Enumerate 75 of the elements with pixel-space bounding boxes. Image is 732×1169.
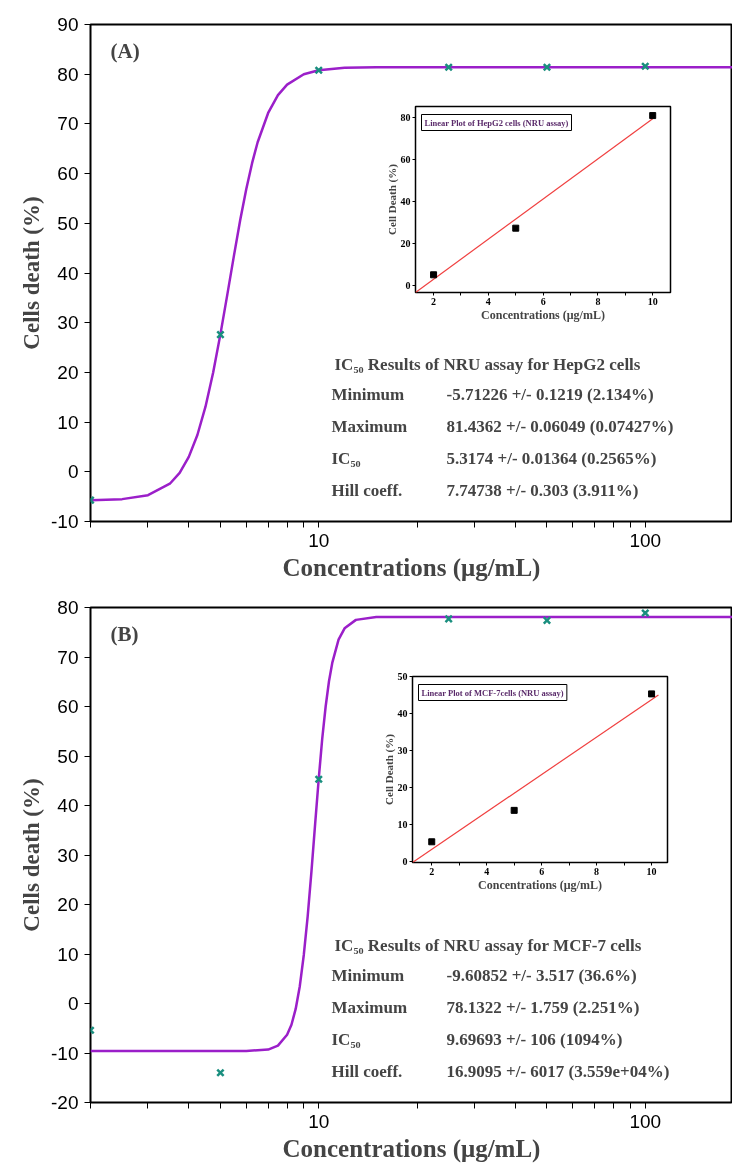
y-tick-label: -10 bbox=[51, 1042, 79, 1064]
annotation: IC₅₀ bbox=[331, 449, 361, 468]
annotation: 16.9095 +/- 6017 (3.559e+04%) bbox=[446, 1062, 670, 1081]
y-axis-title: Cell Death (%) bbox=[382, 733, 396, 805]
y-tick-label: 90 bbox=[57, 14, 79, 35]
annotation: Minimum bbox=[331, 966, 405, 985]
x-tick-label: 8 bbox=[595, 295, 601, 307]
x-axis-title: Concentrations (μg/mL) bbox=[478, 877, 602, 892]
x-tick-label: 100 bbox=[629, 1110, 662, 1132]
y-tick-label: 20 bbox=[57, 894, 79, 915]
y-tick-label: 30 bbox=[57, 312, 79, 334]
text: Linear Plot of HepG2 cells (NRU assay) bbox=[424, 117, 569, 128]
x-tick-label: 10 bbox=[646, 865, 657, 877]
annotation: (A) bbox=[110, 38, 140, 63]
y-tick-label: 70 bbox=[57, 646, 79, 668]
y-tick-label: -20 bbox=[51, 1092, 79, 1113]
annotation: IC₅₀ Results of NRU assay for HepG2 cells bbox=[334, 355, 641, 374]
x-tick-label: 6 bbox=[540, 295, 546, 307]
y-tick-label: 40 bbox=[57, 795, 79, 816]
text: Linear Plot of MCF-7cells (NRU assay) bbox=[421, 687, 564, 698]
y-tick-label: 60 bbox=[400, 153, 411, 165]
x-tick-label: 2 bbox=[431, 295, 437, 307]
annotation: -9.60852 +/- 3.517 (36.6%) bbox=[446, 966, 637, 985]
annotation: Maximum bbox=[331, 998, 408, 1017]
y-tick-label: 60 bbox=[57, 696, 79, 717]
x-tick-label: 4 bbox=[485, 295, 491, 307]
y-tick-label: 60 bbox=[57, 163, 79, 185]
y-tick-label: 40 bbox=[397, 707, 408, 719]
y-tick-label: 80 bbox=[400, 111, 411, 123]
annotation: IC₅₀ bbox=[331, 1030, 361, 1049]
y-tick-label: 10 bbox=[397, 818, 408, 830]
y-tick-label: 0 bbox=[67, 461, 79, 483]
y-tick-label: 30 bbox=[397, 744, 408, 756]
y-tick-label: 40 bbox=[57, 262, 79, 284]
y-tick-label: 70 bbox=[57, 113, 79, 135]
x-tick-label: 4 bbox=[484, 865, 490, 877]
x-tick-label: 8 bbox=[594, 865, 600, 877]
annotation: 9.69693 +/- 106 (1094%) bbox=[446, 1030, 623, 1049]
y-axis-title: Cells death (%) bbox=[19, 196, 45, 350]
y-tick-label: 0 bbox=[402, 855, 408, 867]
x-axis-title: Concentrations (μg/mL) bbox=[282, 553, 541, 582]
y-tick-label: -10 bbox=[51, 511, 79, 532]
y-tick-label: 10 bbox=[57, 411, 79, 433]
annotation: Hill coeff. bbox=[331, 481, 403, 500]
y-tick-label: 0 bbox=[405, 280, 411, 292]
y-axis-title: Cells death (%) bbox=[19, 778, 45, 932]
x-tick-label: 10 bbox=[647, 295, 658, 307]
y-tick-label: 40 bbox=[400, 195, 411, 207]
x-tick-label: 100 bbox=[629, 529, 662, 551]
annotation: Hill coeff. bbox=[331, 1062, 403, 1081]
y-tick-label: 50 bbox=[57, 212, 79, 234]
x-axis-title: Concentrations (μg/mL) bbox=[282, 1134, 541, 1163]
annotation: Maximum bbox=[331, 417, 408, 436]
annotation: 78.1322 +/- 1.759 (2.251%) bbox=[446, 998, 640, 1017]
annotation: Minimum bbox=[331, 385, 405, 404]
annotation: 5.3174 +/- 0.01364 (0.2565%) bbox=[446, 449, 657, 468]
annotation: 7.74738 +/- 0.303 (3.911%) bbox=[446, 481, 639, 500]
y-tick-label: 50 bbox=[57, 745, 79, 767]
y-tick-label: 50 bbox=[397, 671, 408, 682]
y-axis-title: Cell Death (%) bbox=[385, 163, 399, 235]
y-tick-label: 0 bbox=[67, 993, 79, 1014]
annotation: 81.4362 +/- 0.06049 (0.07427%) bbox=[446, 417, 674, 436]
x-tick-label: 2 bbox=[429, 865, 435, 877]
x-axis-title: Concentrations (μg/mL) bbox=[481, 307, 605, 322]
y-tick-label: 20 bbox=[397, 781, 408, 793]
y-tick-label: 10 bbox=[57, 943, 79, 965]
x-tick-label: 6 bbox=[539, 865, 545, 877]
annotation: IC₅₀ Results of NRU assay for MCF-7 cells bbox=[334, 936, 642, 955]
annotation: (B) bbox=[110, 621, 139, 646]
y-tick-label: 80 bbox=[57, 63, 79, 85]
y-tick-label: 80 bbox=[57, 597, 79, 618]
y-tick-label: 20 bbox=[400, 238, 411, 250]
y-tick-label: 30 bbox=[57, 844, 79, 866]
y-tick-label: 20 bbox=[57, 361, 79, 383]
annotation: -5.71226 +/- 0.1219 (2.134%) bbox=[446, 385, 654, 404]
